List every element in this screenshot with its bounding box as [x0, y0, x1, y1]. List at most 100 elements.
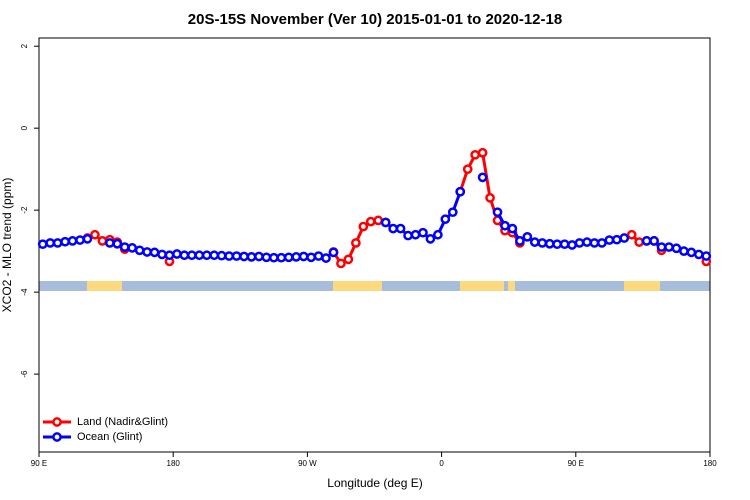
legend-marker: [52, 417, 62, 427]
data-point: [254, 251, 264, 262]
data-point: [500, 220, 510, 231]
data-point: [597, 238, 607, 248]
data-point: [283, 252, 294, 263]
x-tick-label: 90 E: [568, 459, 584, 468]
data-point: [664, 242, 674, 252]
data-point: [276, 252, 287, 263]
legend-label: Ocean (Glint): [77, 431, 142, 443]
data-point: [447, 207, 458, 218]
data-point: [82, 234, 93, 244]
data-point: [492, 207, 503, 218]
x-axis-label: Longitude (deg E): [327, 476, 422, 490]
data-point: [134, 245, 145, 256]
data-point: [470, 149, 480, 160]
data-point: [380, 217, 391, 228]
data-point: [239, 251, 249, 262]
data-point: [649, 236, 659, 246]
data-point: [477, 147, 488, 158]
land-mask: [460, 281, 504, 291]
data-point: [216, 250, 227, 261]
data-point: [671, 243, 682, 254]
x-tick-label: 180: [703, 459, 717, 468]
data-point: [142, 247, 152, 257]
data-point: [343, 254, 354, 265]
data-point: [485, 193, 495, 203]
data-point: [75, 235, 85, 245]
data-point: [224, 251, 234, 261]
data-point: [522, 231, 533, 242]
data-point: [455, 186, 466, 197]
data-point: [462, 164, 473, 175]
y-tick-label: -4: [20, 288, 29, 296]
data-point: [634, 237, 645, 247]
data-point: [537, 238, 548, 248]
data-point: [619, 233, 630, 243]
land-mask: [624, 281, 660, 291]
data-point: [298, 251, 309, 262]
data-point: [149, 247, 160, 258]
data-point: [201, 250, 212, 261]
data-point: [119, 242, 130, 252]
data-point: [679, 246, 689, 256]
data-point: [626, 229, 637, 240]
data-point: [604, 235, 615, 245]
land-mask: [333, 281, 382, 291]
data-point: [418, 227, 428, 238]
y-tick-label: 2: [20, 43, 29, 48]
data-point: [127, 243, 138, 253]
data-point: [194, 250, 205, 261]
data-point: [45, 238, 56, 248]
data-point: [52, 238, 63, 248]
x-tick-label: 0: [439, 459, 444, 468]
data-point: [269, 252, 279, 263]
data-point: [701, 251, 712, 261]
data-point: [291, 252, 302, 262]
data-point: [60, 236, 70, 247]
data-point: [157, 249, 167, 260]
data-point: [686, 247, 697, 258]
land-mask: [508, 281, 515, 291]
data-point: [395, 223, 406, 234]
data-point: [552, 239, 563, 250]
surface-mask: [39, 281, 710, 291]
data-point: [559, 239, 570, 250]
data-point: [231, 251, 242, 261]
data-point: [261, 252, 272, 263]
data-point: [209, 250, 220, 261]
data-point: [656, 242, 667, 252]
data-point: [365, 216, 376, 227]
data-point: [37, 239, 48, 250]
data-point: [172, 249, 182, 259]
data-point: [104, 238, 115, 248]
data-point: [567, 240, 577, 250]
legend-label: Land (Nadir&Glint): [77, 416, 168, 428]
y-axis-label: XCO2 - MLO trend (ppm): [0, 178, 14, 313]
data-point: [313, 251, 324, 261]
data-point: [186, 250, 197, 261]
land-mask: [87, 281, 122, 291]
x-tick-label: 90 E: [31, 459, 47, 468]
data-point: [433, 229, 443, 240]
data-point: [403, 230, 413, 241]
data-point: [112, 238, 123, 249]
chart-title: 20S-15S November (Ver 10) 2015-01-01 to …: [188, 11, 562, 28]
data-point: [328, 247, 339, 258]
data-point: [693, 249, 704, 260]
legend-marker: [52, 432, 62, 442]
data-point: [67, 236, 78, 246]
data-point: [440, 214, 451, 225]
data-point: [164, 250, 175, 261]
data-point: [246, 252, 257, 262]
y-tick-label: -6: [20, 370, 29, 378]
data-point: [544, 238, 555, 249]
data-point: [425, 234, 436, 244]
data-point: [336, 258, 346, 269]
data-point: [321, 253, 331, 263]
y-tick-label: -2: [20, 206, 29, 214]
data-point: [351, 238, 361, 248]
data-point: [589, 238, 600, 248]
data-point: [90, 229, 100, 240]
data-point: [611, 234, 622, 245]
data-point: [388, 223, 398, 234]
